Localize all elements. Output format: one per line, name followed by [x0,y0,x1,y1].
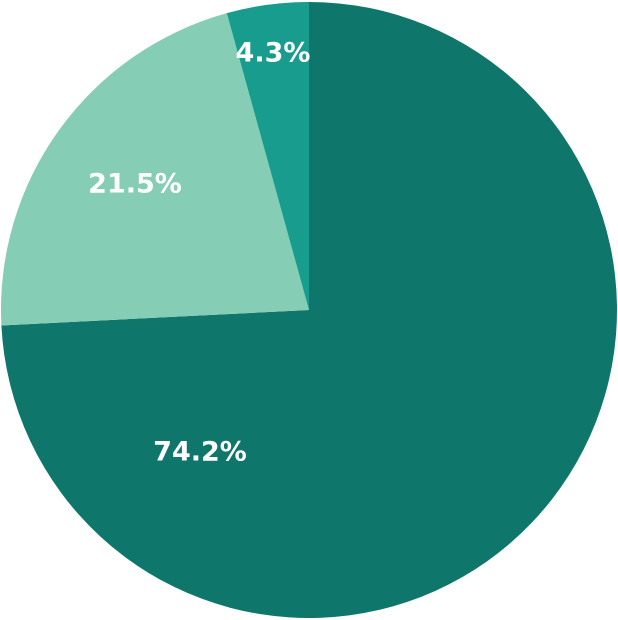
slice-labels: 74.2% 21.5% 4.3% [88,38,310,468]
slice-label-1: 74.2% [153,437,247,468]
slice-label-3: 4.3% [236,38,311,69]
pie-slice-2 [1,13,310,326]
pie-slice-3 [226,2,309,310]
slice-label-2: 21.5% [88,169,182,200]
